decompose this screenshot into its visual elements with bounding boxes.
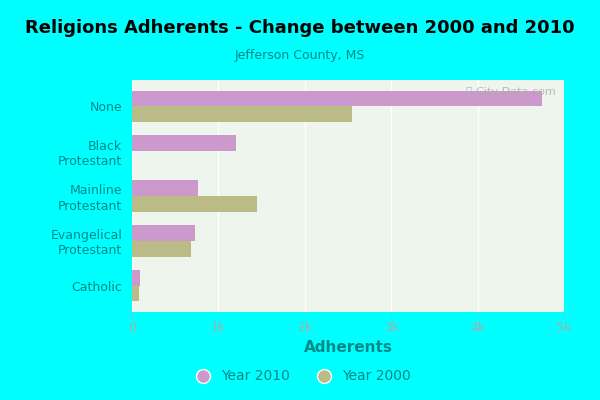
Bar <box>132 180 197 196</box>
Text: ⓘ City-Data.com: ⓘ City-Data.com <box>466 87 556 97</box>
Bar <box>132 106 352 122</box>
Text: Religions Adherents - Change between 2000 and 2010: Religions Adherents - Change between 200… <box>25 19 575 37</box>
Bar <box>132 136 236 151</box>
Bar <box>132 225 195 241</box>
Bar <box>132 196 257 212</box>
Bar <box>132 90 542 106</box>
Bar <box>132 241 191 256</box>
Bar <box>132 270 140 286</box>
Legend: Year 2010, Year 2000: Year 2010, Year 2000 <box>183 364 417 389</box>
Bar <box>132 286 139 302</box>
X-axis label: Adherents: Adherents <box>304 340 392 354</box>
Text: Jefferson County, MS: Jefferson County, MS <box>235 50 365 62</box>
